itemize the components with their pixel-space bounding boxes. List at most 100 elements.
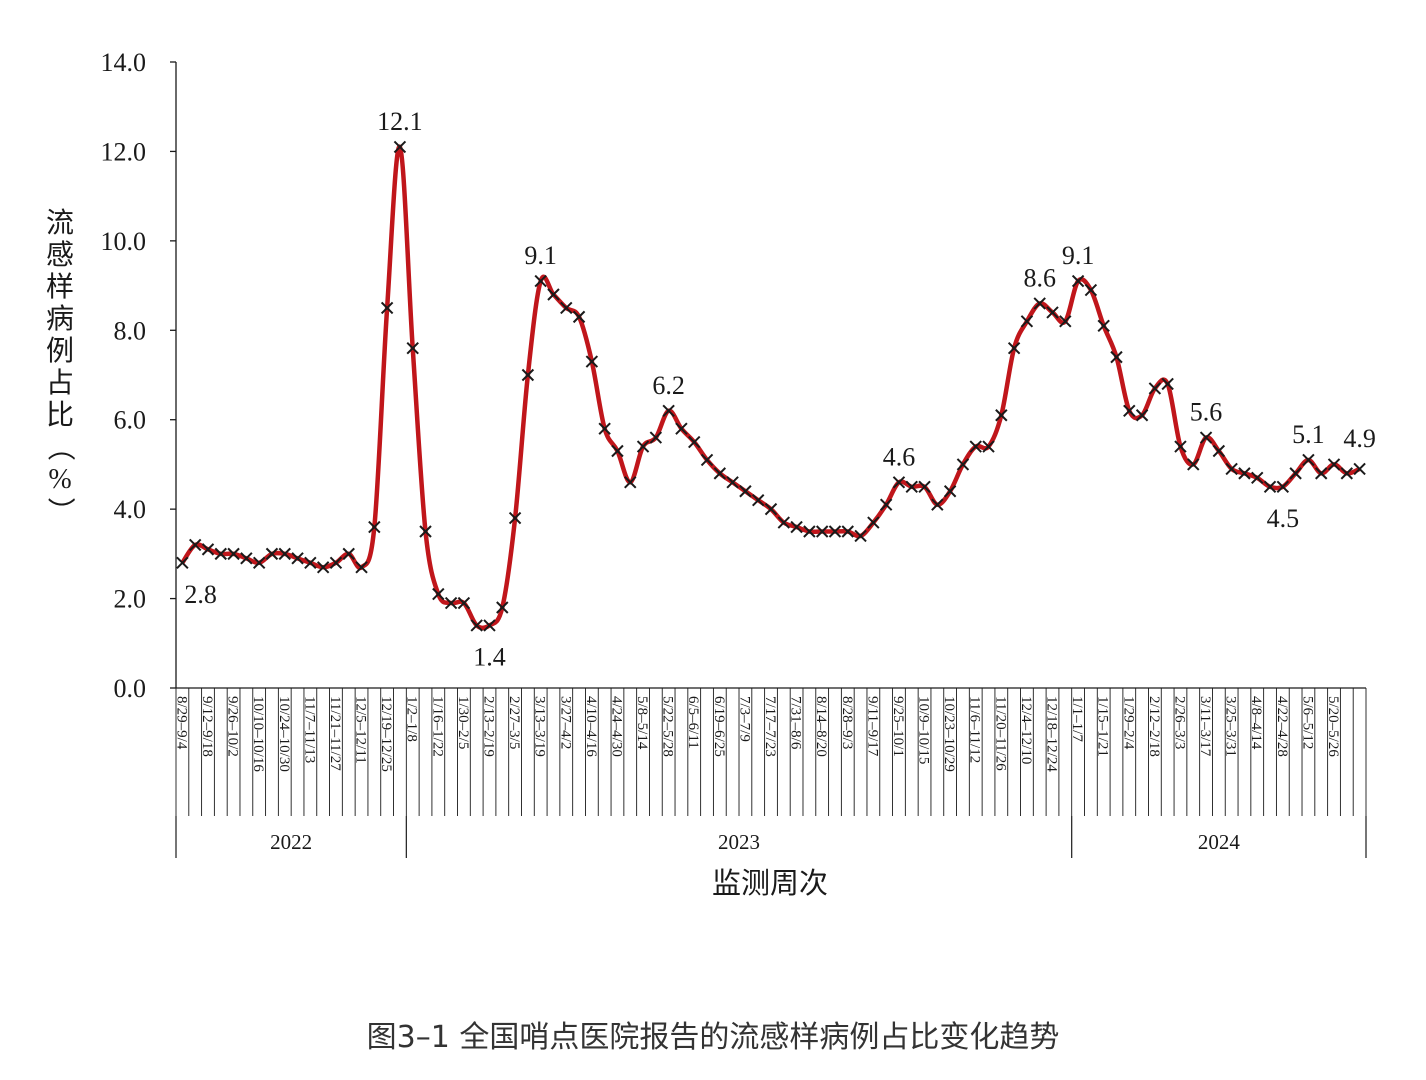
data-point-marker xyxy=(470,619,483,632)
x-tick-label: 8/28–9/3 xyxy=(839,696,855,749)
marker-stroke xyxy=(1046,306,1059,319)
marker-stroke xyxy=(393,140,407,154)
data-label: 9.1 xyxy=(524,241,557,270)
data-point-marker xyxy=(1046,306,1059,319)
x-tick-label: 12/5–12/11 xyxy=(353,696,369,764)
data-point-marker xyxy=(867,516,880,529)
marker-stroke xyxy=(1212,444,1226,458)
marker-stroke xyxy=(508,511,522,525)
marker-stroke xyxy=(176,556,189,570)
data-point-marker xyxy=(1212,444,1226,458)
data-point-marker xyxy=(380,301,394,315)
data-point-marker xyxy=(1071,274,1085,288)
y-axis-title-char: （ xyxy=(44,433,76,461)
data-point-marker xyxy=(278,547,291,561)
data-point-marker xyxy=(1225,462,1238,476)
marker-stroke xyxy=(1007,341,1021,355)
data-point-marker xyxy=(214,547,227,561)
marker-stroke xyxy=(726,476,739,489)
data-label: 4.9 xyxy=(1343,424,1376,453)
marker-stroke xyxy=(534,274,547,288)
x-tick-label: 4/22–4/28 xyxy=(1274,696,1290,757)
marker-stroke xyxy=(636,440,650,453)
data-label: 9.1 xyxy=(1062,241,1095,270)
data-point-marker xyxy=(227,547,240,561)
data-point-marker xyxy=(828,525,842,538)
data-point-marker xyxy=(585,355,599,368)
data-point-marker xyxy=(1276,480,1290,493)
marker-stroke xyxy=(368,520,381,534)
marker-stroke xyxy=(457,596,471,610)
marker-stroke xyxy=(444,596,458,610)
marker-stroke xyxy=(265,547,279,561)
data-point-marker xyxy=(905,480,918,493)
data-point-marker xyxy=(547,288,560,301)
x-tick-label: 10/9–10/15 xyxy=(916,696,932,764)
y-axis-title-char: 样 xyxy=(46,271,74,303)
x-tick-label: 6/5–6/11 xyxy=(685,696,701,749)
data-label: 2.8 xyxy=(184,580,217,609)
marker-stroke xyxy=(1353,462,1366,476)
x-tick-label: 2/26–3/3 xyxy=(1171,696,1187,749)
data-point-marker xyxy=(1302,453,1315,467)
data-point-marker xyxy=(1007,341,1021,355)
x-tick-label: 8/14–8/20 xyxy=(813,696,829,757)
data-point-marker xyxy=(393,140,407,154)
x-tick-label: 11/7–11/13 xyxy=(301,696,317,763)
data-point-marker xyxy=(176,556,189,570)
data-point-marker xyxy=(1059,315,1072,328)
y-axis-title-char: 感 xyxy=(46,239,74,271)
marker-stroke xyxy=(227,547,240,561)
marker-stroke xyxy=(751,493,765,507)
data-point-marker xyxy=(956,458,970,471)
data-point-marker xyxy=(1187,458,1200,471)
marker-stroke xyxy=(432,587,445,601)
y-tick-label: 2.0 xyxy=(114,585,147,614)
x-tick-label: 3/25–3/31 xyxy=(1223,696,1239,757)
data-point-marker xyxy=(508,511,522,525)
marker-stroke xyxy=(662,404,675,417)
figure-caption: 图3–1 全国哨点医院报告的流感样病例占比变化趋势 xyxy=(366,1020,1060,1055)
data-point-marker xyxy=(1263,480,1277,493)
marker-stroke xyxy=(342,547,355,561)
marker-stroke xyxy=(1135,409,1149,422)
x-axis-title: 监测周次 xyxy=(712,867,828,900)
marker-stroke xyxy=(585,355,599,368)
data-point-marker xyxy=(892,476,906,489)
x-tick-label: 2/13–2/19 xyxy=(480,696,496,757)
marker-stroke xyxy=(931,498,944,511)
data-point-marker xyxy=(316,561,330,574)
data-point-marker xyxy=(662,404,675,417)
data-point-marker xyxy=(1174,440,1187,453)
marker-stroke xyxy=(1340,467,1354,480)
marker-stroke xyxy=(1276,480,1290,493)
x-axis: 2022 2023 2024 8/29–9/4 9/12–9/18 9/26–10/2 10… xyxy=(173,687,1367,858)
data-point-marker xyxy=(1161,377,1174,391)
marker-stroke xyxy=(329,556,343,570)
x-tick-label: 9/12–9/18 xyxy=(199,696,215,757)
x-tick-label: 5/20–5/26 xyxy=(1325,696,1341,757)
x-tick-label: 10/23–10/29 xyxy=(941,696,957,772)
marker-stroke xyxy=(1084,283,1098,297)
marker-stroke xyxy=(649,431,663,444)
data-point-marker xyxy=(1033,297,1046,310)
marker-stroke xyxy=(201,543,215,556)
marker-stroke xyxy=(675,422,688,435)
marker-stroke xyxy=(1225,462,1238,476)
y-axis-title-char: % xyxy=(48,464,71,495)
marker-stroke xyxy=(982,440,995,453)
x-tick-label: 2/12–2/18 xyxy=(1146,696,1162,757)
data-point-marker xyxy=(713,467,727,480)
data-point-marker xyxy=(790,520,803,534)
data-point-marker xyxy=(854,529,867,543)
data-point-marker xyxy=(457,596,471,610)
y-tick-label: 0.0 xyxy=(114,674,147,703)
marker-stroke xyxy=(1097,319,1110,333)
data-point-marker xyxy=(483,619,496,632)
marker-stroke xyxy=(496,601,509,614)
data-point-marker xyxy=(1251,471,1264,485)
data-point-marker xyxy=(918,480,931,493)
marker-stroke xyxy=(1174,440,1187,453)
marker-stroke xyxy=(1289,467,1302,480)
marker-stroke xyxy=(240,552,253,565)
